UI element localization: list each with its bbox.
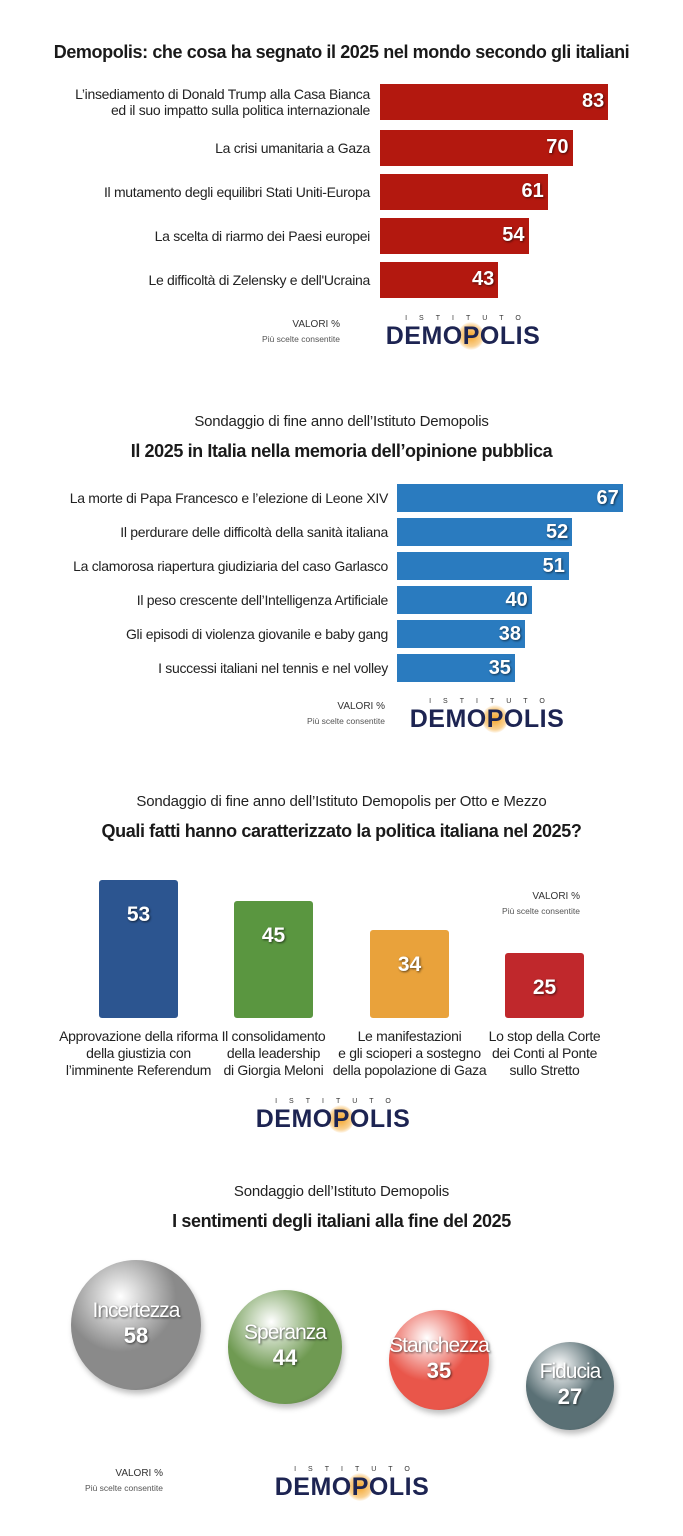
bar-value: 67 [596,487,619,509]
bar [397,484,623,512]
multi-choice-note: Più scelte consentite [307,716,385,726]
bar-value: 40 [505,589,528,611]
chart3-subtitle: Sondaggio di fine anno dell’Istituto Dem… [136,793,547,810]
values-note: VALORI % [115,1468,163,1479]
bar-value: 34 [397,952,422,976]
bar-label: Il peso crescente dell’Intelligenza Arti… [136,592,389,608]
bar-value: 53 [126,903,151,927]
bubble-label: Speranza [244,1320,327,1344]
demopolis-logo: ISTITUTO DEMOPOLIS [274,1466,430,1501]
values-note: VALORI % [337,701,385,712]
bar-label: Gli episodi di violenza giovanile e baby… [125,626,388,642]
chart1-note: VALORI % Più scelte consentite [200,318,340,346]
multi-choice-note: Più scelte consentite [262,334,340,344]
bar-label: Il mutamento degli equilibri Stati Uniti… [103,184,370,200]
chart3-note: VALORI % Più scelte consentite [440,890,580,918]
bar [234,901,313,1018]
bar-label: Il perdurare delle difficoltà della sani… [120,524,388,540]
values-note: VALORI % [532,891,580,902]
bar [397,620,526,648]
bar-value: 38 [498,623,522,645]
bar [380,174,548,210]
bubble-value: 35 [426,1357,452,1383]
bar-label: Le manifestazioni e gli scioperi a soste… [332,1028,487,1078]
bubble: Speranza 44 [228,1290,342,1404]
bar-value: 54 [502,224,525,246]
bar-label: Il consolidamento della leadership di Gi… [221,1028,326,1078]
bubble-label: Incertezza [92,1299,181,1322]
bar-value: 25 [532,976,557,999]
bar-value: 51 [542,555,565,577]
chart1-title: Demopolis: che cosa ha segnato il 2025 n… [53,42,630,62]
bar-value: 52 [545,521,569,543]
bar [380,262,499,298]
bar [397,586,532,614]
bar-label: Approvazione della riforma della giustiz… [59,1028,218,1078]
bar-value: 70 [546,136,569,158]
bubble-value: 58 [123,1323,149,1348]
bar [99,880,178,1018]
bubble: Fiducia 27 [525,1342,615,1431]
chart4-note: VALORI % Più scelte consentite [23,1467,163,1495]
demopolis-logo: ISTITUTO DEMOPOLIS [255,1098,411,1133]
bubble-label: Stanchezza [389,1333,490,1357]
bar-label: La clamorosa riapertura giudiziaria del … [73,558,388,574]
bar-value: 61 [521,180,544,202]
bar-value: 45 [261,924,286,947]
bubble: Incertezza 58 [71,1260,201,1390]
bubble-label: Fiducia [539,1359,602,1383]
multi-choice-note: Più scelte consentite [85,1483,163,1493]
bubble-value: 27 [557,1383,583,1409]
bubble: Stanchezza 35 [388,1310,490,1411]
bubble-value: 44 [272,1344,298,1370]
bar [505,953,584,1018]
bar-label: Le difficoltà di Zelensky e dell'Ucraina [148,272,370,288]
bar-label: L’insediamento di Donald Trump alla Casa… [75,86,370,118]
bar [380,218,529,254]
chart4-title: I sentimenti degli italiani alla fine de… [172,1211,511,1231]
bar-label: La crisi umanitaria a Gaza [215,140,370,156]
bar [397,654,515,682]
bar-label: La scelta di riarmo dei Paesi europei [154,228,371,244]
bar [370,929,449,1018]
values-note: VALORI % [292,319,340,330]
bar-value: 83 [582,90,605,112]
bar [380,84,609,120]
bar [380,130,573,166]
bar [397,518,573,546]
bar [397,552,569,580]
bar-label: La morte di Papa Francesco e l’elezione … [69,490,389,506]
chart2-note: VALORI % Più scelte consentite [245,700,385,728]
chart2-title: Il 2025 in Italia nella memoria dell’opi… [130,441,553,461]
bar-label: I successi italiani nel tennis e nel vol… [158,660,388,676]
chart3-title: Quali fatti hanno caratterizzato la poli… [101,821,582,841]
multi-choice-note: Più scelte consentite [502,906,580,916]
bar-label: Lo stop della Corte dei Conti al Ponte s… [488,1028,601,1078]
chart4-subtitle: Sondaggio dell’Istituto Demopolis [233,1183,450,1200]
bar-value: 35 [488,657,511,679]
demopolis-logo: ISTITUTO DEMOPOLIS [409,698,565,733]
chart2-subtitle: Sondaggio di fine anno dell’Istituto Dem… [194,413,489,430]
bar-value: 43 [472,268,495,290]
demopolis-logo: ISTITUTO DEMOPOLIS [385,315,541,350]
